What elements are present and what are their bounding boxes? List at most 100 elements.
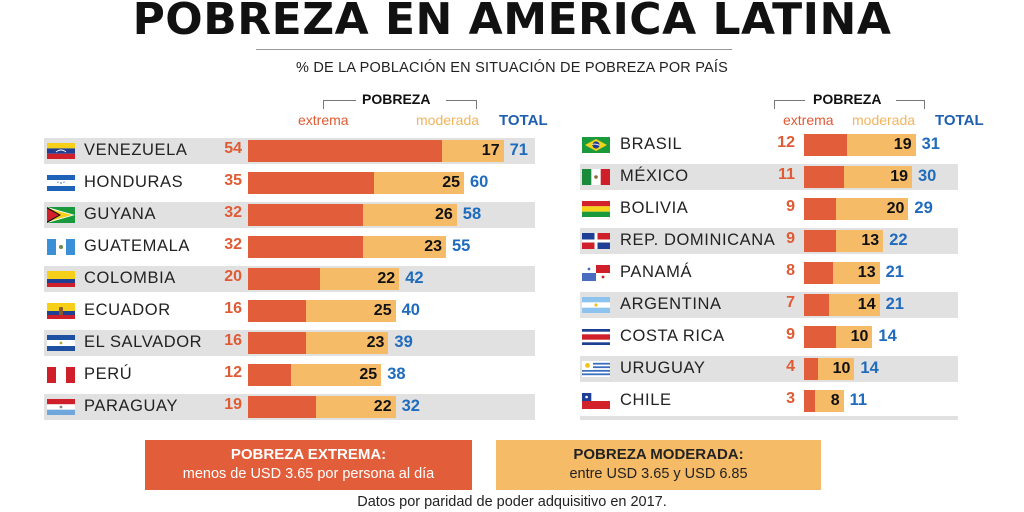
table-row: EL SALVADOR 16 23 39 bbox=[44, 330, 535, 356]
country-label: CHILE bbox=[620, 391, 672, 409]
total-value-label: 14 bbox=[878, 327, 897, 345]
table-row: GUATEMALA 32 23 55 bbox=[44, 234, 535, 260]
moderada-value-label: 13 bbox=[857, 264, 876, 281]
flag-brasil-icon bbox=[582, 137, 610, 153]
flag-bolivia-icon bbox=[582, 201, 610, 217]
country-label: REP. DOMINICANA bbox=[620, 231, 776, 249]
flag-argentina-icon bbox=[582, 297, 610, 313]
bar-moderada bbox=[843, 166, 912, 188]
moderada-value-label: 19 bbox=[893, 136, 912, 153]
extrema-value-label: 35 bbox=[224, 172, 242, 189]
bar-extrema bbox=[248, 172, 374, 194]
total-value-label: 42 bbox=[405, 269, 424, 287]
header-pobreza: POBREZA bbox=[813, 91, 882, 107]
country-label: GUATEMALA bbox=[84, 237, 190, 255]
extrema-value-label: 19 bbox=[224, 396, 242, 413]
extrema-value-label: 7 bbox=[786, 294, 795, 311]
moderada-value-label: 19 bbox=[890, 168, 908, 185]
page-title: POBREZA EN AMÉRICA LATINA bbox=[132, 0, 892, 45]
total-value-label: 21 bbox=[885, 295, 904, 313]
bar-moderada bbox=[363, 236, 446, 258]
extrema-value-label: 3 bbox=[786, 390, 795, 407]
bar-moderada bbox=[832, 262, 880, 284]
legend-moderada-box: POBREZA MODERADA: entre USD 3.65 y USD 6… bbox=[496, 440, 821, 490]
bracket-right bbox=[896, 100, 925, 109]
country-label: BOLIVIA bbox=[620, 199, 689, 217]
country-label: BRASIL bbox=[620, 135, 683, 153]
country-label: VENEZUELA bbox=[84, 141, 188, 159]
extrema-value-label: 16 bbox=[224, 300, 242, 317]
footnote: Datos por paridad de poder adquisitivo e… bbox=[357, 494, 667, 510]
moderada-value-label: 23 bbox=[366, 334, 385, 351]
table-row: HONDURAS 35 25 60 bbox=[44, 170, 535, 196]
flag-elsalvador-icon bbox=[47, 335, 75, 351]
flag-chile-icon bbox=[582, 393, 610, 409]
extrema-value-label: 54 bbox=[224, 140, 242, 157]
moderada-value-label: 25 bbox=[359, 366, 378, 383]
table-row: URUGUAY 4 10 14 bbox=[580, 356, 958, 382]
bar-extrema bbox=[804, 262, 833, 284]
table-row: ECUADOR 16 25 40 bbox=[44, 298, 535, 324]
legend-extrema-box: POBREZA EXTREMA: menos de USD 3.65 por p… bbox=[145, 440, 472, 490]
extrema-value-label: 16 bbox=[224, 332, 242, 349]
extrema-value-label: 32 bbox=[224, 236, 242, 253]
header-pobreza: POBREZA bbox=[362, 91, 431, 107]
bar-moderada bbox=[442, 140, 504, 162]
moderada-value-label: 10 bbox=[850, 328, 869, 345]
bar-moderada bbox=[320, 268, 400, 290]
country-label: PANAMÁ bbox=[620, 263, 693, 281]
flag-colombia-icon bbox=[47, 271, 75, 287]
header-total: TOTAL bbox=[499, 112, 548, 129]
total-value-label: 71 bbox=[509, 141, 528, 159]
bar-extrema bbox=[248, 300, 306, 322]
header-total: TOTAL bbox=[935, 112, 984, 129]
bar-moderada bbox=[836, 198, 909, 220]
moderada-value-label: 23 bbox=[424, 238, 442, 255]
flag-paraguay-icon bbox=[47, 399, 75, 415]
extrema-value-label: 8 bbox=[786, 262, 795, 279]
bar-extrema bbox=[248, 140, 443, 162]
bar-extrema bbox=[804, 198, 837, 220]
country-label: MÉXICO bbox=[620, 167, 689, 185]
bar-extrema bbox=[804, 358, 819, 380]
flag-uruguay-icon bbox=[582, 361, 610, 377]
page-subtitle: % DE LA POBLACIÓN EN SITUACIÓN DE POBREZ… bbox=[296, 60, 728, 76]
table-row: MÉXICO 11 19 30 bbox=[580, 164, 958, 190]
bar-extrema bbox=[804, 326, 837, 348]
bar-extrema bbox=[248, 268, 320, 290]
table-row: BOLIVIA 9 20 29 bbox=[580, 196, 958, 222]
table-row: PARAGUAY 19 22 32 bbox=[44, 394, 535, 420]
extrema-value-label: 11 bbox=[778, 166, 795, 183]
extrema-value-label: 12 bbox=[224, 364, 242, 381]
total-value-label: 21 bbox=[885, 263, 904, 281]
extrema-value-label: 20 bbox=[224, 268, 242, 285]
extrema-value-label: 9 bbox=[786, 326, 795, 343]
flag-mexico-icon bbox=[582, 169, 610, 185]
table-row: BRASIL 12 19 31 bbox=[580, 132, 958, 158]
bar-extrema bbox=[804, 390, 815, 412]
moderada-value-label: 13 bbox=[861, 232, 880, 249]
total-value-label: 11 bbox=[849, 391, 868, 409]
country-label: URUGUAY bbox=[620, 359, 706, 377]
flag-costarica-icon bbox=[582, 329, 610, 345]
extrema-value-label: 32 bbox=[224, 204, 242, 221]
bar-moderada bbox=[374, 172, 464, 194]
table-row: ARGENTINA 7 14 21 bbox=[580, 292, 958, 318]
bar-extrema bbox=[248, 332, 306, 354]
total-value-label: 31 bbox=[921, 135, 940, 153]
table-row: CHILE 3 8 11 bbox=[580, 388, 958, 414]
moderada-value-label: 25 bbox=[373, 302, 392, 319]
country-label: ARGENTINA bbox=[620, 295, 722, 313]
bar-moderada bbox=[836, 326, 873, 348]
extrema-value-label: 9 bbox=[786, 230, 795, 247]
total-value-label: 60 bbox=[470, 173, 489, 191]
country-label: EL SALVADOR bbox=[84, 333, 203, 351]
total-value-label: 39 bbox=[394, 333, 413, 351]
country-label: COSTA RICA bbox=[620, 327, 725, 345]
bar-moderada bbox=[829, 294, 880, 316]
legend-moderada-desc: entre USD 3.65 y USD 6.85 bbox=[569, 466, 748, 482]
total-value-label: 29 bbox=[914, 199, 933, 217]
moderada-value-label: 26 bbox=[435, 206, 453, 223]
moderada-value-label: 10 bbox=[832, 360, 851, 377]
bar-moderada bbox=[836, 230, 884, 252]
